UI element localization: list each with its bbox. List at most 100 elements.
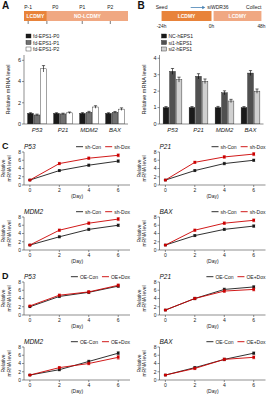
title: P21 xyxy=(160,143,172,150)
error-bar xyxy=(58,229,61,231)
marker xyxy=(87,291,90,294)
marker xyxy=(252,225,255,228)
error-bar xyxy=(113,111,116,113)
plot-area xyxy=(164,352,255,376)
y-axis-label: Relative mRNA level xyxy=(5,64,11,114)
y-tick-label: 4 xyxy=(154,295,157,301)
diagram-label: P-1 xyxy=(24,4,32,10)
error-bar xyxy=(164,107,167,109)
y-tick-label: 4 xyxy=(18,295,21,301)
bar xyxy=(54,113,60,124)
marker xyxy=(252,153,255,156)
legend-swatch xyxy=(206,276,213,277)
error-bar xyxy=(193,170,196,172)
error-bar xyxy=(117,285,120,288)
legend-swatch xyxy=(102,276,109,277)
y-tick xyxy=(22,81,24,82)
y-tick xyxy=(158,160,160,161)
plot-area xyxy=(164,152,255,181)
legend-swatch xyxy=(71,276,78,277)
y-tick-label: 0 xyxy=(18,247,21,253)
y-tick-label: 0 xyxy=(18,182,21,188)
error-bar xyxy=(203,79,206,84)
error-bar xyxy=(28,244,31,246)
bar xyxy=(196,76,202,124)
y-tick-label: 8 xyxy=(154,279,157,285)
bar xyxy=(93,107,99,124)
diagram-label: LCDMY xyxy=(178,13,196,19)
figure: ALCDMYNO-LCDMYP-1P0P1P2P53P21MDM2BAX0246… xyxy=(0,0,271,400)
x-tick-label: 0 xyxy=(164,317,167,323)
y-tick-label: 8 xyxy=(18,149,21,155)
y-tick xyxy=(158,355,160,356)
x-tick-label: 2 xyxy=(193,187,196,193)
diagram-box xyxy=(47,11,128,21)
y-axis-label: Relative mRNA level xyxy=(141,64,147,114)
bar xyxy=(86,112,92,124)
error-bar xyxy=(255,89,258,93)
arrow xyxy=(191,7,203,8)
legend-label: sh-Dox xyxy=(114,144,130,150)
diagram-tick xyxy=(28,21,29,24)
error-bar xyxy=(223,358,226,360)
error-bar xyxy=(87,111,90,113)
legend: sh-Consh-Dox xyxy=(76,209,130,215)
legend-swatch xyxy=(162,34,167,38)
legend-label: sh-Con xyxy=(221,209,237,215)
x-tick-label: P53 xyxy=(32,127,43,133)
y-tick-label: 3 xyxy=(153,72,156,78)
legend-label: si1-hEPS1 xyxy=(169,40,193,46)
error-bar xyxy=(87,362,90,364)
line-panel: DP530246(Day)02468RelativemRNA levelOE-C… xyxy=(0,271,130,330)
y-tick-label: 8 xyxy=(18,214,21,220)
y-tick xyxy=(22,355,24,356)
y-tick xyxy=(158,380,160,381)
y-tick-label: 4 xyxy=(154,360,157,366)
marker xyxy=(58,236,61,239)
y-tick xyxy=(22,371,24,372)
y-tick xyxy=(158,58,160,59)
error-bar xyxy=(193,235,196,237)
series-line xyxy=(165,154,253,180)
error-bar xyxy=(120,108,123,111)
error-bar xyxy=(252,225,255,227)
bar xyxy=(241,108,247,124)
legend-swatch xyxy=(105,146,112,147)
bar xyxy=(60,114,66,124)
title: P21 xyxy=(160,273,172,280)
bar xyxy=(215,108,221,124)
x-axis-line xyxy=(160,185,266,186)
error-bar xyxy=(87,157,90,159)
x-tick-label: 6 xyxy=(252,317,255,323)
x-tick-label: 4 xyxy=(223,382,226,388)
marker xyxy=(117,160,120,163)
series-line xyxy=(165,357,253,375)
y-axis-label: RelativemRNA level xyxy=(136,220,148,246)
error-bar xyxy=(193,229,196,231)
y-tick-label: 0 xyxy=(154,312,157,318)
bar-panel: ALCDMYNO-LCDMYP-1P0P1P2P53P21MDM2BAX0246… xyxy=(2,0,128,133)
error-bar xyxy=(87,228,90,230)
title: BAX xyxy=(160,208,174,215)
series-line xyxy=(30,155,118,180)
y-tick xyxy=(158,168,160,169)
y-tick-label: 4 xyxy=(153,55,156,61)
error-bar xyxy=(58,366,61,368)
y-tick-label: 6 xyxy=(18,57,21,63)
error-bar xyxy=(42,66,45,72)
error-bar xyxy=(177,77,180,82)
legend-label: OE+Dox xyxy=(111,274,131,280)
marker xyxy=(164,244,167,247)
error-bar xyxy=(252,159,255,161)
error-bar xyxy=(252,356,255,359)
marker xyxy=(252,219,255,222)
marker xyxy=(252,288,255,291)
arrow-head xyxy=(202,6,205,9)
error-bar xyxy=(58,294,61,296)
marker xyxy=(87,157,90,160)
marker xyxy=(29,305,32,308)
y-tick-label: 6 xyxy=(18,287,21,293)
error-bar xyxy=(58,170,61,172)
x-tick-label: 0 xyxy=(164,382,167,388)
marker xyxy=(117,218,120,221)
